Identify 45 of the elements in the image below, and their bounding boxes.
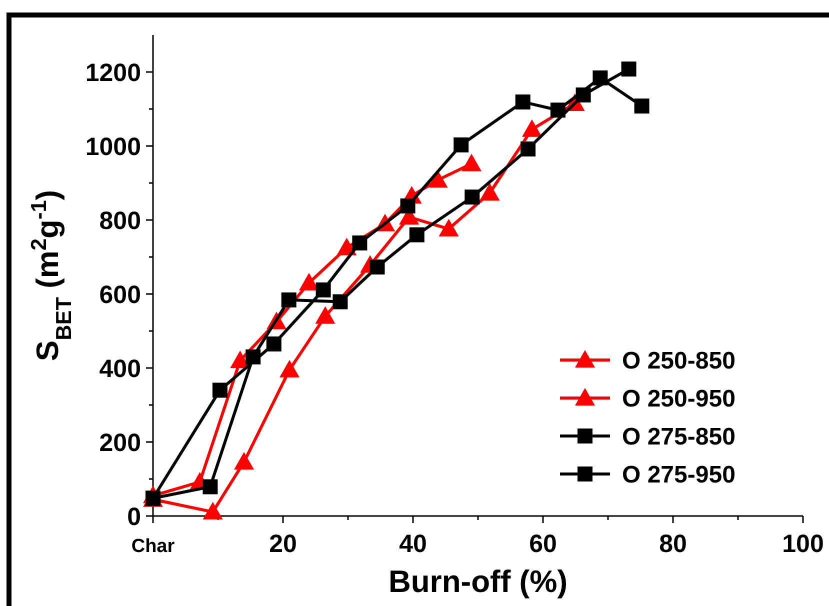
point: [454, 137, 469, 152]
point: [520, 141, 536, 156]
point: [464, 190, 480, 205]
point: [515, 94, 530, 110]
point: [462, 154, 482, 172]
point: [400, 198, 416, 214]
x-tick-label: 20: [269, 530, 297, 558]
legend-label: O 275-850: [622, 423, 736, 450]
point: [480, 182, 500, 200]
point: [212, 382, 228, 398]
point: [438, 218, 459, 236]
point: [316, 282, 331, 298]
x-tick-label: 40: [399, 530, 427, 558]
legend-label: O 250-950: [622, 385, 736, 412]
point: [576, 87, 591, 102]
y-tick-label: 1200: [85, 58, 141, 87]
y-tick-label: 1000: [85, 132, 141, 161]
x-tick-label: 100: [782, 530, 824, 558]
point: [202, 479, 218, 494]
point: [281, 292, 296, 308]
y-tick-label: 400: [99, 354, 141, 383]
point: [634, 98, 650, 114]
point: [332, 294, 348, 310]
point: [621, 62, 636, 77]
point: [234, 452, 254, 470]
y-tick-label: 800: [99, 206, 141, 235]
legend-label: O 275-950: [622, 461, 736, 488]
point: [246, 349, 261, 364]
y-tick-label: 0: [127, 502, 141, 531]
x-axis-title: Burn-off (%): [388, 564, 568, 599]
point: [550, 102, 566, 118]
point: [352, 235, 368, 250]
x-tick-label: Char: [131, 536, 176, 557]
point: [409, 227, 424, 242]
point: [266, 336, 282, 352]
x-tick-label: 60: [529, 530, 557, 558]
point: [315, 306, 336, 324]
point: [280, 360, 300, 378]
x-tick-label: 80: [659, 530, 687, 558]
point: [370, 259, 385, 274]
y-tick-label: 600: [99, 280, 141, 309]
point: [202, 502, 223, 520]
legend-label: O 250-850: [622, 347, 736, 374]
y-tick-label: 200: [99, 428, 141, 457]
point: [522, 119, 542, 137]
